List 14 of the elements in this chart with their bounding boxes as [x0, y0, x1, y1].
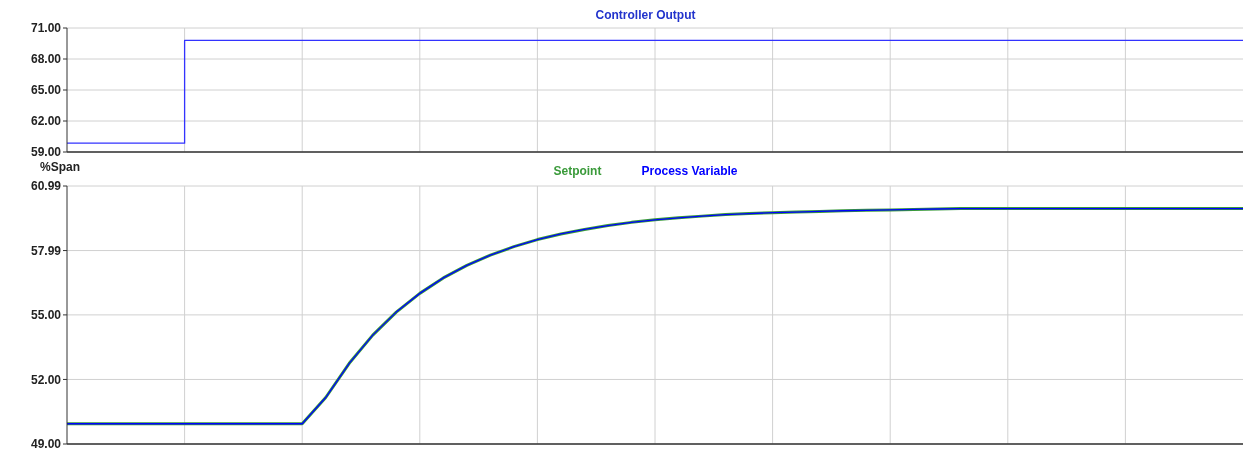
y-tick-label: 52.00: [30, 372, 62, 387]
y-tick-label: 60.99: [30, 179, 62, 194]
y-tick-label: 68.00: [30, 52, 62, 67]
chart-title: Controller Output: [594, 8, 697, 22]
y-tick-label: 71.00: [30, 21, 62, 36]
text: Process Variable: [641, 164, 738, 178]
y-tick-label: 57.99: [30, 243, 62, 258]
text: Setpoint: [553, 164, 602, 178]
y-tick-label: 59.00: [30, 145, 62, 160]
y-tick-label: 55.00: [30, 308, 62, 323]
y-axis-title: %Span: [40, 160, 81, 174]
y-tick-label: 49.00: [30, 437, 62, 452]
y-tick-label: 62.00: [30, 114, 62, 129]
y-tick-label: 65.00: [30, 83, 62, 98]
